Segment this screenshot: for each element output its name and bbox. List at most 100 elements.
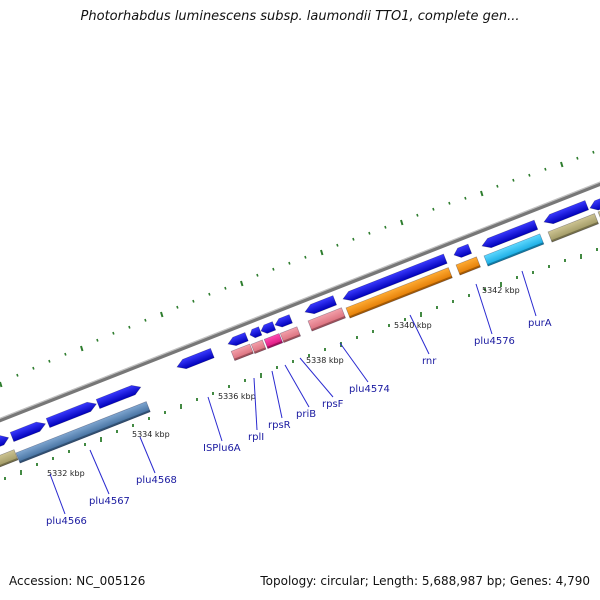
gene-bar: [15, 401, 151, 464]
gene-label-pura[interactable]: purA: [528, 318, 552, 329]
outer-tick: [560, 161, 564, 168]
gene-bar-shape: [483, 233, 545, 267]
backbone-highlight: [0, 181, 600, 419]
gene-arrow: [249, 326, 263, 339]
gene-arrow-shape: [9, 421, 47, 443]
label-leader-line: [207, 396, 223, 442]
accession-text: Accession: NC_005126: [9, 574, 146, 588]
gene-arrow: [0, 435, 10, 451]
label-leader-line: [89, 449, 110, 495]
outer-tick: [448, 201, 451, 205]
gene-arrow-shape: [543, 200, 590, 225]
gene-arrow-shape: [176, 348, 215, 370]
gene-label-plu4566[interactable]: plu4566: [46, 516, 87, 527]
label-leader-line: [339, 342, 369, 383]
tick-marks: [0, 150, 598, 480]
gene-bar: [547, 213, 599, 243]
gene-bar: [307, 307, 346, 332]
gene-bar-shape: [279, 326, 301, 344]
gene-arrow: [453, 243, 473, 258]
label-leader-line: [49, 473, 66, 515]
gene-bar-shadow: [283, 334, 301, 343]
gene-bar: [483, 233, 545, 267]
outer-tick: [192, 299, 195, 303]
gene-bar-shadow: [19, 409, 151, 464]
gene-label-plu4568[interactable]: plu4568: [136, 475, 177, 486]
outer-tick: [288, 261, 291, 265]
outer-tick: [464, 196, 467, 200]
gene-label-isplu6a[interactable]: ISPlu6A: [203, 443, 241, 454]
outer-tick: [32, 366, 35, 370]
outer-tick: [256, 273, 259, 277]
gene-arrow: [260, 321, 277, 334]
gene-arrow-shape: [0, 435, 10, 451]
gene-arrow: [274, 314, 293, 328]
gene-label-plu4576[interactable]: plu4576: [474, 336, 515, 347]
scale-label: 5332 kbp: [47, 469, 85, 478]
outer-tick: [576, 156, 579, 160]
gene-bar-shape: [0, 449, 19, 471]
outer-tick: [304, 255, 307, 259]
label-leader-line: [139, 436, 156, 474]
gene-bar: [263, 333, 284, 350]
gene-bar-shadow: [311, 316, 346, 332]
gene-bar-shape: [455, 256, 481, 276]
gene-arrow-shape: [260, 321, 277, 334]
gene-bar-shadow: [254, 347, 266, 354]
gene-arrow-shape: [453, 243, 473, 258]
outer-tick: [336, 243, 339, 247]
gene-arrow-shape: [249, 326, 263, 339]
gene-arrow: [176, 348, 215, 370]
gene-arrow-shape: [342, 253, 448, 302]
label-leader-line: [475, 283, 493, 335]
outer-tick: [400, 219, 404, 226]
gene-label-plu4574[interactable]: plu4574: [349, 384, 390, 395]
outer-tick: [320, 249, 324, 256]
gene-label-rnr[interactable]: rnr: [422, 356, 437, 367]
outer-tick: [432, 207, 435, 211]
gene-bar-shape: [263, 333, 284, 350]
outer-tick: [112, 331, 115, 335]
gene-features: [0, 195, 600, 471]
gene-bar-shadow: [551, 221, 599, 243]
scale-label: 5338 kbp: [306, 356, 344, 365]
gene-label-rpsf[interactable]: rpsF: [322, 399, 344, 410]
outer-tick: [592, 150, 595, 154]
backbone-outer: [0, 181, 600, 423]
outer-tick: [80, 345, 84, 352]
outer-tick: [0, 381, 3, 388]
gene-bar-shadow: [459, 265, 481, 276]
gene-arrow-shape: [589, 195, 600, 211]
outer-tick: [416, 213, 419, 217]
gene-label-rpsr[interactable]: rpsR: [268, 420, 291, 431]
scale-label: 5340 kbp: [394, 321, 432, 330]
outer-tick: [368, 231, 371, 235]
gene-bar: [0, 449, 19, 471]
outer-tick: [384, 225, 387, 229]
gene-arrow: [304, 295, 337, 315]
scale-label: 5336 kbp: [218, 392, 256, 401]
outer-tick: [512, 178, 515, 182]
outer-tick: [48, 359, 51, 363]
gene-bar: [345, 267, 453, 319]
gene-bar: [250, 339, 267, 355]
outer-tick: [96, 338, 99, 342]
outer-tick: [224, 286, 227, 290]
gene-label-prib[interactable]: priB: [296, 409, 316, 420]
gene-arrow: [95, 385, 142, 410]
label-leader-line: [521, 270, 537, 317]
gene-arrow: [227, 332, 249, 346]
gene-label-rpli[interactable]: rplI: [248, 432, 264, 443]
outer-tick: [208, 292, 211, 296]
gene-bar-shape: [547, 213, 599, 243]
gene-arrow-shape: [95, 385, 142, 410]
outer-tick: [352, 237, 355, 241]
gene-label-plu4567[interactable]: plu4567: [89, 496, 130, 507]
scale-label: 5334 kbp: [132, 430, 170, 439]
gene-bar-shadow: [487, 242, 544, 267]
gene-arrow-shape: [481, 219, 539, 249]
gene-bar: [230, 343, 254, 362]
gene-bar-shadow: [0, 457, 19, 471]
outer-tick: [16, 373, 19, 377]
